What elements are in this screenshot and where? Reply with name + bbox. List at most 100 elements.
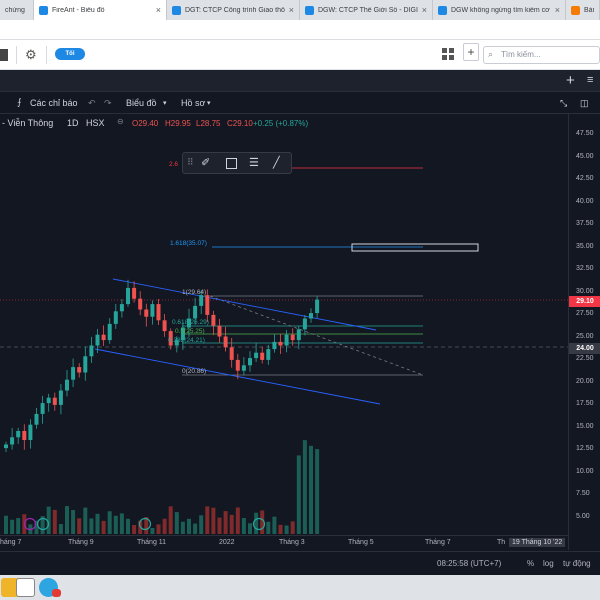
candle-body xyxy=(58,390,63,405)
volume-bar xyxy=(16,518,21,534)
profile-button[interactable]: Hồ sơ xyxy=(181,98,206,108)
price-tick: 20.00 xyxy=(576,377,594,385)
event-marker[interactable] xyxy=(252,517,266,531)
candle-body xyxy=(187,318,191,328)
price-channel[interactable] xyxy=(94,278,381,405)
candle-body xyxy=(83,356,88,373)
channel-upper-line[interactable] xyxy=(112,278,377,331)
legend-change: +0.25 (+0.87%) xyxy=(253,119,309,128)
volume-bar xyxy=(205,506,210,534)
legend-open: O29.40 xyxy=(132,119,159,128)
symbol-name[interactable]: - Viễn Thông xyxy=(2,118,54,128)
tab-title: Bảng giá xyxy=(584,6,594,14)
auto-scale-button[interactable]: tự động xyxy=(563,559,591,568)
browser-tab[interactable]: chứng xyxy=(0,0,34,20)
time-axis[interactable]: háng 7 Tháng 9 Tháng 11 2022 Tháng 3 Tháng 5 T… xyxy=(0,535,568,550)
camera-icon[interactable]: ◫ xyxy=(580,98,589,108)
symbol-interval[interactable]: 1D xyxy=(67,118,79,128)
rectangle-icon[interactable] xyxy=(226,158,237,169)
chart-toolbar: ⨍ Các chỉ báo ↶ ↷ Biểu đồ ▾ Hồ sơ ▾ ⤡ ◫ xyxy=(0,92,600,114)
pen-icon[interactable]: ╱ xyxy=(273,157,280,169)
price-chart[interactable] xyxy=(0,133,568,535)
volume-bar xyxy=(180,521,185,534)
time-tick: Tháng 3 xyxy=(279,539,305,546)
grid-layout-icon[interactable] xyxy=(442,48,454,60)
browser-tab[interactable]: DGW: CTCP Thế Giới Số - DIGIWO× xyxy=(300,0,433,20)
folder-icon[interactable] xyxy=(1,578,20,597)
chart-type-button[interactable]: Biểu đồ xyxy=(126,98,157,108)
line-style-icon[interactable]: ☰ xyxy=(249,157,259,169)
log-scale-button[interactable]: log xyxy=(543,559,554,568)
indicators-button[interactable]: Các chỉ báo xyxy=(30,98,78,108)
price-tick: 22.50 xyxy=(576,355,594,362)
add-icon[interactable]: + xyxy=(463,43,479,61)
volume-bar xyxy=(290,521,295,534)
fib-label-1.618: 1.618(35.07) xyxy=(170,240,207,247)
redo-icon[interactable]: ↷ xyxy=(104,98,112,108)
brush-icon[interactable]: ✐ xyxy=(201,157,211,169)
event-marker[interactable] xyxy=(138,517,152,531)
price-tick: 15.00 xyxy=(576,422,594,430)
price-tick: 7.50 xyxy=(576,490,590,497)
price-tick: 27.50 xyxy=(576,310,594,317)
candle-body xyxy=(46,397,51,404)
legend-close: C29.10 xyxy=(227,119,253,128)
volume-bar xyxy=(248,523,252,534)
percent-scale-button[interactable]: % xyxy=(527,559,535,568)
search-icon: ⌕ xyxy=(488,49,494,59)
volume-bar xyxy=(58,524,63,534)
candle-body xyxy=(113,311,118,324)
add-panel-icon[interactable]: + xyxy=(566,72,575,89)
volume-bar xyxy=(4,515,8,534)
gear-icon[interactable]: ⚙ xyxy=(25,47,37,62)
volume-bar xyxy=(168,506,173,534)
volume-bar xyxy=(302,440,307,534)
tab-favicon-icon xyxy=(571,5,580,15)
volume-bar xyxy=(71,510,76,534)
save-icon[interactable] xyxy=(0,49,8,61)
chart-status-bar: 08:25:58 (UTC+7) % log tự động xyxy=(0,551,600,575)
candle-body xyxy=(199,295,204,306)
legend-settings-icon[interactable]: ⊖ xyxy=(117,117,124,126)
browser-tab[interactable]: Bảng giá xyxy=(566,0,600,20)
candle-body xyxy=(278,341,283,346)
candle-body xyxy=(241,365,246,371)
legend-low: L28.75 xyxy=(196,119,221,128)
search-input[interactable]: Tìm kiếm... xyxy=(483,46,600,64)
volume-bar xyxy=(193,523,198,534)
event-marker[interactable] xyxy=(36,517,50,531)
price-target-box[interactable] xyxy=(351,243,479,252)
browser-tab[interactable]: DGT: CTCP Công trình Giao thông × xyxy=(167,0,300,20)
menu-icon[interactable]: ≡ xyxy=(587,74,594,86)
tab-close-icon[interactable]: × xyxy=(421,5,427,15)
panel-header: + ≡ xyxy=(0,70,600,92)
price-axis[interactable]: 47.50 45.00 42.50 40.00 37.50 35.00 32.50 30.00… xyxy=(568,114,600,550)
price-tick: 45.00 xyxy=(576,152,594,160)
volume-bar xyxy=(174,512,179,534)
volume-bar xyxy=(119,513,124,534)
tab-close-icon[interactable]: × xyxy=(554,5,560,15)
drag-handle-icon[interactable]: ⠿ xyxy=(187,157,194,167)
candle-body xyxy=(107,323,112,341)
chart-type-chevron-icon: ▾ xyxy=(163,100,167,107)
undo-icon[interactable]: ↶ xyxy=(88,98,96,108)
tab-close-icon[interactable]: × xyxy=(288,5,294,15)
volume-bar xyxy=(132,525,137,534)
event-marker[interactable] xyxy=(23,517,37,531)
tab-favicon-icon xyxy=(305,5,314,15)
fib-trend-line xyxy=(209,295,424,376)
tab-close-icon[interactable]: × xyxy=(155,5,161,15)
candle-body xyxy=(266,349,271,360)
document-icon[interactable] xyxy=(16,578,35,597)
candle-body xyxy=(10,437,15,445)
browser-tab[interactable]: FireAnt - Biểu đồ × xyxy=(34,0,167,20)
volume-bar xyxy=(101,520,106,534)
candle-body xyxy=(223,336,228,348)
browser-tab[interactable]: DGW không ngừng tìm kiếm cơ hội × xyxy=(433,0,566,20)
volume-bar xyxy=(235,507,240,534)
candlesticks xyxy=(4,279,320,452)
price-tick: 40.00 xyxy=(576,197,594,205)
drawing-toolbar: ⠿ ✐ ☰ ╱ xyxy=(182,152,292,174)
fullscreen-icon[interactable]: ⤡ xyxy=(560,98,568,108)
theme-toggle[interactable]: Tối xyxy=(55,48,85,60)
